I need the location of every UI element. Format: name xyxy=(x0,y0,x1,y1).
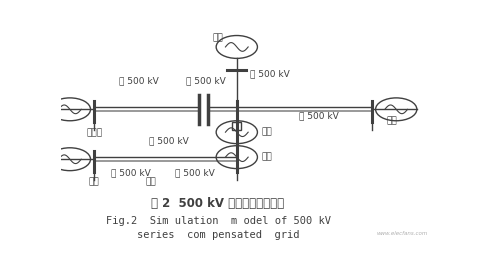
Text: 百色: 百色 xyxy=(145,177,156,186)
Text: 岩滩: 岩滩 xyxy=(213,33,224,42)
Text: 来宾: 来宾 xyxy=(387,116,397,125)
Text: 南宁: 南宁 xyxy=(261,153,272,162)
Text: Fig.2  Sim ulation  m odel of 500 kV: Fig.2 Sim ulation m odel of 500 kV xyxy=(106,215,331,225)
Text: 天生桥: 天生桥 xyxy=(86,128,102,137)
Text: 平 500 kV: 平 500 kV xyxy=(186,76,226,85)
Text: 马 500 kV: 马 500 kV xyxy=(111,168,151,177)
Text: 天 500 kV: 天 500 kV xyxy=(120,76,159,85)
Text: 南 500 kV: 南 500 kV xyxy=(175,168,214,177)
Text: 图 2  500 kV 串补电网仿真模型: 图 2 500 kV 串补电网仿真模型 xyxy=(151,197,285,210)
Text: series  com pensated  grid: series com pensated grid xyxy=(137,230,299,240)
Text: 百 500 kV: 百 500 kV xyxy=(150,137,189,146)
Text: 马窝: 马窝 xyxy=(89,177,100,186)
Text: 来 500 kV: 来 500 kV xyxy=(300,112,339,121)
Bar xyxy=(232,122,242,130)
Text: 岩 500 kV: 岩 500 kV xyxy=(250,69,290,79)
Text: 平果: 平果 xyxy=(261,128,272,137)
Text: www.elecfans.com: www.elecfans.com xyxy=(377,231,428,236)
